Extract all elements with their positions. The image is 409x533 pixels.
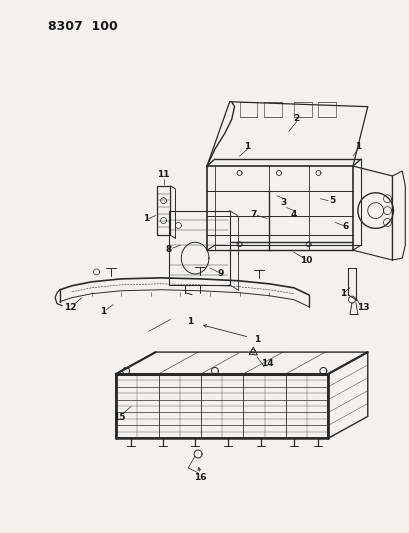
Text: 1: 1 <box>187 317 193 326</box>
Text: 5: 5 <box>328 196 335 205</box>
Text: 6: 6 <box>342 222 348 231</box>
Text: 15: 15 <box>112 413 125 422</box>
Text: 8307  100: 8307 100 <box>48 20 118 33</box>
Text: 7: 7 <box>249 210 256 219</box>
Text: 14: 14 <box>260 359 273 368</box>
Text: 16: 16 <box>193 473 206 482</box>
Text: 1: 1 <box>354 142 360 151</box>
Text: 1: 1 <box>244 142 250 151</box>
Text: 4: 4 <box>290 210 296 219</box>
Text: 1: 1 <box>254 335 260 344</box>
Text: 13: 13 <box>356 303 368 312</box>
Text: 8: 8 <box>165 245 171 254</box>
Text: 3: 3 <box>280 198 286 207</box>
Text: 1: 1 <box>100 307 106 316</box>
Text: 1: 1 <box>339 289 345 298</box>
Text: 10: 10 <box>300 255 312 264</box>
Text: 12: 12 <box>63 303 76 312</box>
Text: 11: 11 <box>157 171 169 180</box>
Text: 9: 9 <box>217 269 223 278</box>
Text: 1: 1 <box>142 214 148 223</box>
Text: 2: 2 <box>293 114 299 123</box>
